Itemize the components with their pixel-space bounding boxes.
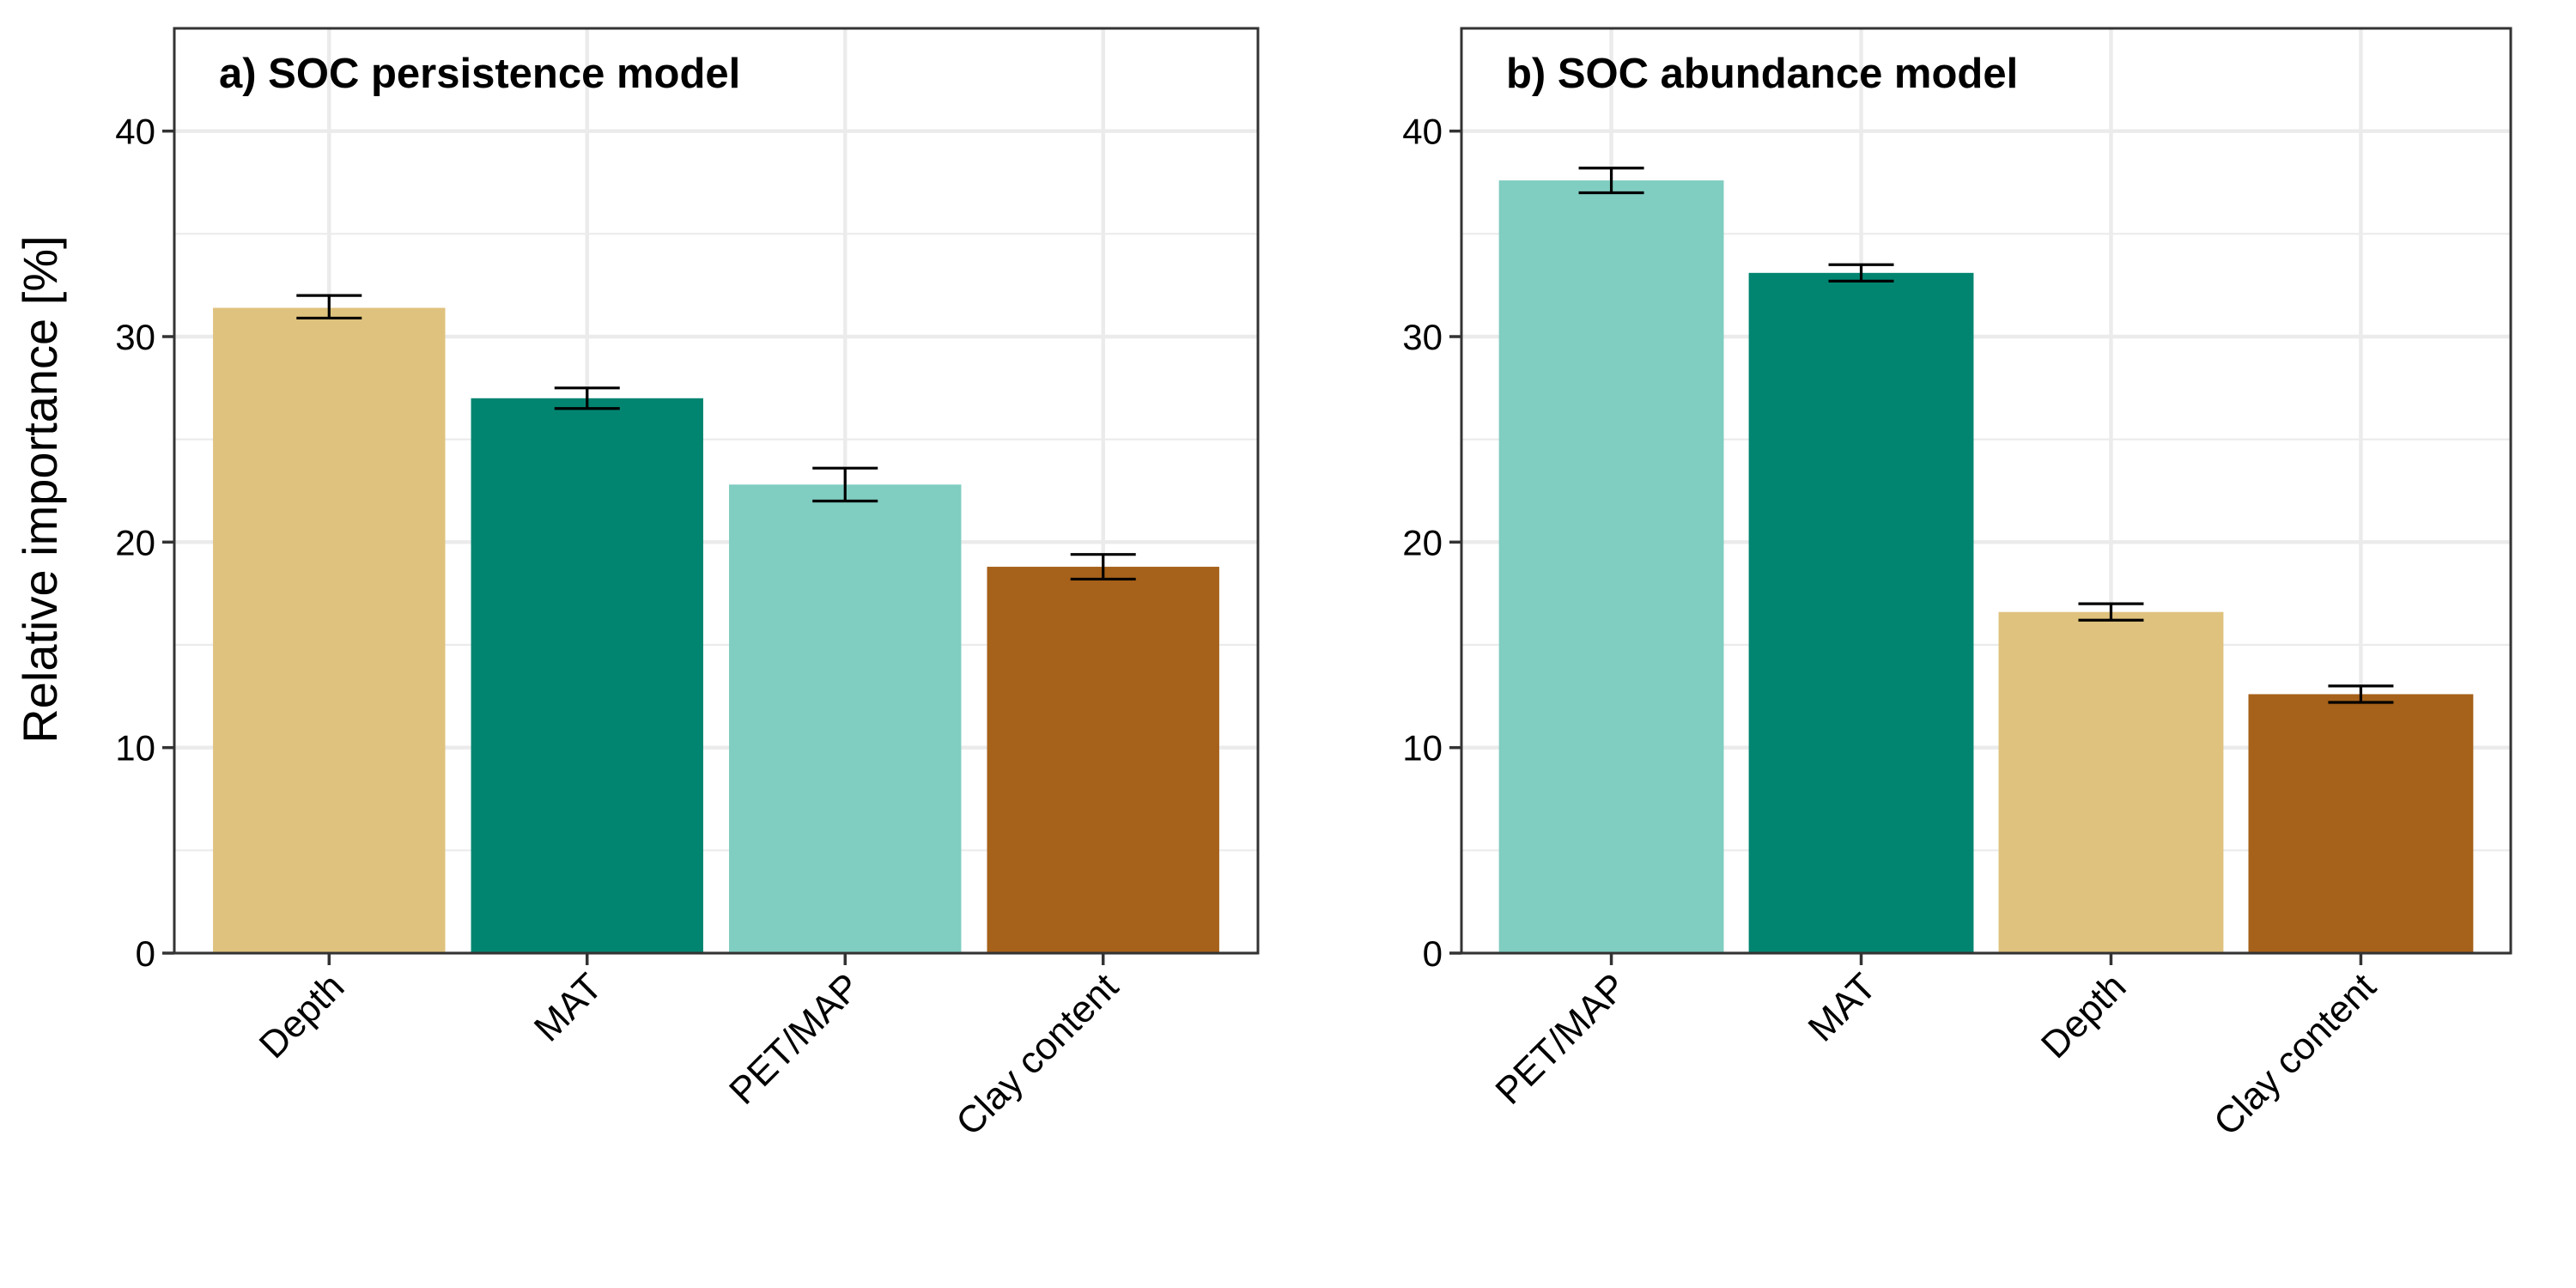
- x-tick-label-clay-content: Clay content: [2206, 965, 2385, 1144]
- y-tick-label: 20: [1402, 522, 1443, 562]
- y-tick-label: 0: [1423, 933, 1443, 974]
- bar-depth: [213, 307, 446, 953]
- error-bar-depth: [2078, 602, 2144, 622]
- x-tick-label-pet-map: PET/MAP: [1487, 965, 1634, 1112]
- panel-title: b) SOC abundance model: [1506, 51, 2018, 97]
- y-tick-label: 0: [136, 933, 155, 974]
- x-tick-label-depth: Depth: [252, 965, 353, 1066]
- error-bar-pet-map: [812, 466, 878, 503]
- bar-mat: [471, 398, 703, 953]
- x-tick-label-mat: MAT: [526, 965, 611, 1049]
- bar-pet-map: [1498, 180, 1724, 953]
- error-bar-mat: [1828, 263, 1894, 283]
- panel-a: 0 10 20 30 40 Depth MAT PET/MAP Clay content a) S…: [115, 27, 1260, 1144]
- y-tick-label: 20: [115, 522, 155, 562]
- panel-title: a) SOC persistence model: [219, 51, 740, 97]
- y-tick-label: 10: [1402, 728, 1443, 769]
- error-bar-clay-content: [2328, 684, 2394, 704]
- error-bar-pet-map: [1578, 167, 1644, 195]
- y-tick-label: 40: [1402, 112, 1443, 152]
- error-bar-depth: [296, 294, 362, 320]
- y-tick-label: 30: [1402, 317, 1443, 357]
- x-tick-label-pet-map: PET/MAP: [721, 965, 868, 1112]
- y-tick-label: 10: [115, 728, 155, 769]
- error-bar-clay-content: [1070, 553, 1136, 581]
- bar-pet-map: [729, 484, 962, 953]
- bar-depth: [1998, 611, 2224, 953]
- y-tick-label: 40: [115, 112, 155, 152]
- bar-clay-content: [987, 567, 1219, 953]
- bar-mat: [1748, 272, 1974, 954]
- x-tick-label-depth: Depth: [2033, 965, 2135, 1066]
- bar-clay-content: [2248, 694, 2474, 953]
- error-bar-mat: [554, 386, 620, 410]
- y-tick-label: 30: [115, 317, 155, 357]
- x-tick-label-mat: MAT: [1801, 965, 1885, 1049]
- x-tick-label-clay-content: Clay content: [948, 965, 1127, 1144]
- panel-border: [173, 27, 1260, 955]
- panel-b: 0 10 20 30 40 PET/MAP MAT Depth Clay content b) S…: [1402, 27, 2512, 1144]
- panel-border: [1460, 27, 2512, 955]
- y-axis-label: Relative importance [%]: [13, 235, 67, 743]
